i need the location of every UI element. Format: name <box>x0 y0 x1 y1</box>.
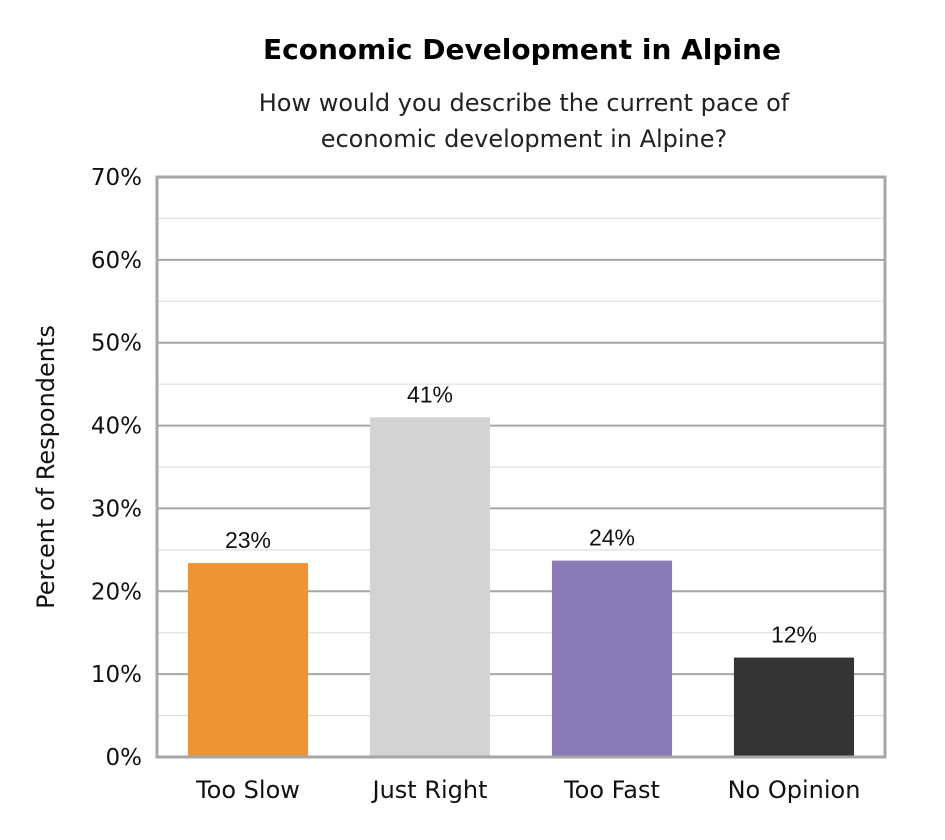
bar <box>187 563 309 757</box>
category-label: Too Fast <box>563 776 660 804</box>
y-tick-label: 20% <box>91 579 142 605</box>
chart-subtitle-line-2: economic development in Alpine? <box>321 125 728 153</box>
y-tick-label: 50% <box>91 331 142 357</box>
data-label: 41% <box>407 381 453 407</box>
bar <box>733 657 855 757</box>
category-label: Too Slow <box>195 776 300 804</box>
bars <box>187 417 855 757</box>
category-label: Just Right <box>370 776 487 804</box>
y-tick-label: 30% <box>91 496 142 522</box>
y-tick-label: 10% <box>91 662 142 688</box>
data-label: 23% <box>225 527 271 553</box>
chart-subtitle-line-1: How would you describe the current pace … <box>259 89 790 117</box>
gridlines <box>157 217 885 717</box>
category-labels: Too Slow Just Right Too Fast No Opinion <box>195 776 860 804</box>
y-tick-label: 40% <box>91 414 142 440</box>
data-labels: 23% 41% 24% 12% <box>225 381 817 647</box>
data-label: 24% <box>589 525 635 551</box>
category-label: No Opinion <box>728 776 861 804</box>
data-label: 12% <box>771 622 817 648</box>
y-tick-label: 70% <box>91 165 142 191</box>
y-tick-label: 0% <box>106 745 143 771</box>
y-tick-label: 60% <box>91 248 142 274</box>
bar <box>551 560 673 757</box>
plot-frame <box>155 175 887 759</box>
y-axis-ticks: 0% 10% 20% 30% 40% 50% 60% 70% <box>91 165 142 771</box>
chart-title: Economic Development in Alpine <box>263 33 781 66</box>
bar <box>369 417 491 757</box>
y-axis-label: Percent of Respondents <box>32 325 60 609</box>
